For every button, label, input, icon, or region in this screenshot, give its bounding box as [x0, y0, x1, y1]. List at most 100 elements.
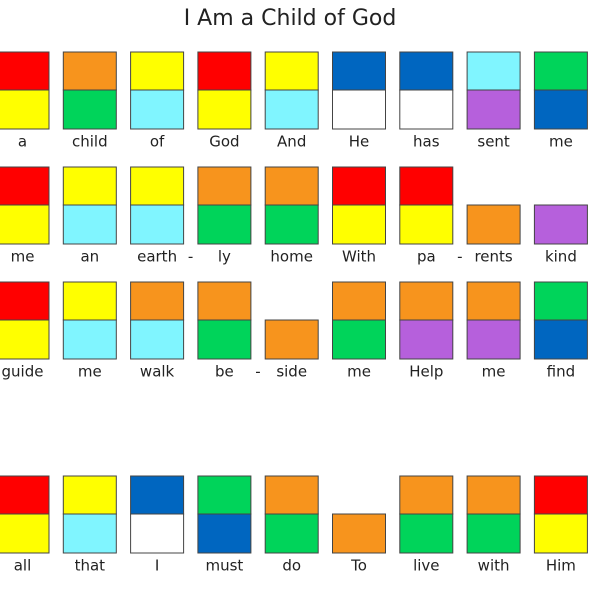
note-top [130, 475, 185, 515]
syllable: pa [417, 248, 436, 266]
note-top [399, 281, 454, 321]
note-bottom [62, 204, 117, 245]
note-bottom [62, 319, 117, 360]
note-top [197, 51, 252, 91]
note-top [0, 51, 50, 91]
syllable: has [413, 133, 440, 151]
syllable: With [342, 248, 376, 266]
note-bottom [466, 513, 521, 554]
note-top [533, 51, 588, 91]
note-top [62, 281, 117, 321]
syllable: me [549, 133, 573, 151]
syllable: walk [140, 363, 175, 381]
syllable: me [482, 363, 506, 381]
note-bottom [62, 89, 117, 130]
syllable: child [72, 133, 108, 151]
syllable: I [155, 557, 159, 575]
syllable: me [78, 363, 102, 381]
syllable: be [215, 363, 234, 381]
syllable: sent [477, 133, 510, 151]
note-bottom [399, 319, 454, 360]
note-bottom [130, 513, 185, 554]
note-top [264, 51, 319, 91]
note-top [466, 475, 521, 515]
note-bottom [466, 319, 521, 360]
note-bottom [197, 204, 252, 245]
note-bottom [264, 319, 319, 360]
syllable: must [205, 557, 243, 575]
note-bottom [130, 89, 185, 130]
title: I Am a Child of God [184, 6, 397, 31]
syllable: earth [137, 248, 177, 266]
note-bottom [399, 89, 454, 130]
note-bottom [0, 319, 50, 360]
note-bottom [332, 204, 386, 245]
note-top [130, 166, 185, 206]
syllable: that [75, 557, 106, 575]
note-bottom [332, 319, 386, 360]
note-top [466, 51, 521, 91]
note-bottom [0, 204, 50, 245]
note-top [332, 51, 386, 91]
note-bottom [264, 89, 319, 130]
note-top [197, 166, 252, 206]
syllable: an [80, 248, 99, 266]
note-top [0, 166, 50, 206]
hyphen: - [255, 363, 260, 381]
note-bottom [399, 513, 454, 554]
syllable: a [18, 133, 27, 151]
note-top [130, 281, 185, 321]
note-top [264, 475, 319, 515]
note-bottom [399, 204, 454, 245]
note-top [332, 166, 386, 206]
syllable: He [349, 133, 370, 151]
note-top [62, 51, 117, 91]
syllable: me [347, 363, 371, 381]
note-bottom [130, 319, 185, 360]
syllable: home [270, 248, 313, 266]
syllable: with [478, 557, 510, 575]
note-bottom [197, 513, 252, 554]
note-top [197, 281, 252, 321]
note-bottom [197, 319, 252, 360]
note-bottom [0, 89, 50, 130]
syllable: Help [409, 363, 443, 381]
note-top [399, 51, 454, 91]
syllable: And [277, 133, 306, 151]
syllable: all [14, 557, 32, 575]
syllable: guide [2, 363, 44, 381]
syllable: me [11, 248, 35, 266]
note-bottom [466, 204, 521, 245]
note-bottom [264, 513, 319, 554]
note-top [533, 475, 588, 515]
syllable: of [150, 133, 165, 151]
syllable: To [350, 557, 367, 575]
note-top [62, 166, 117, 206]
note-top [197, 475, 252, 515]
note-bottom [533, 319, 588, 360]
note-top [0, 281, 50, 321]
syllable: Him [546, 557, 576, 575]
note-bottom [533, 513, 588, 554]
syllable: side [276, 363, 307, 381]
note-bottom [332, 513, 386, 554]
syllable: rents [474, 248, 512, 266]
syllable: God [209, 133, 239, 151]
note-bottom [130, 204, 185, 245]
note-top [130, 51, 185, 91]
note-bottom [466, 89, 521, 130]
syllable: live [413, 557, 439, 575]
note-bottom [533, 204, 588, 245]
note-top [62, 475, 117, 515]
syllable: do [282, 557, 301, 575]
note-top [533, 281, 588, 321]
note-bottom [332, 89, 386, 130]
note-top [264, 166, 319, 206]
note-top [399, 475, 454, 515]
note-bottom [62, 513, 117, 554]
note-bottom [0, 513, 50, 554]
note-bottom [197, 89, 252, 130]
note-bottom [264, 204, 319, 245]
syllable: ly [218, 248, 231, 266]
